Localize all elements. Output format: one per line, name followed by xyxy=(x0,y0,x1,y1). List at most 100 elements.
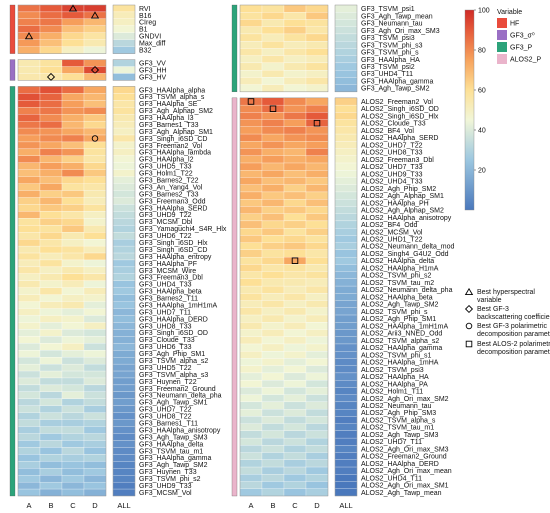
heatmap-cell xyxy=(261,12,285,20)
heatmap-cell xyxy=(83,127,107,136)
heatmap-cell xyxy=(17,475,41,483)
heatmap-cell xyxy=(283,199,307,207)
marker-legend-label: Best GF-3 polarimetric decomposition para… xyxy=(477,323,550,338)
heatmap-cell xyxy=(17,107,41,115)
heatmap-cell xyxy=(39,211,63,219)
row-label: ALOS2_BF4_Vol xyxy=(361,128,414,135)
heatmap-cell xyxy=(283,148,307,156)
heatmap-cell xyxy=(17,301,41,309)
heatmap-cell xyxy=(283,41,307,49)
heatmap-cell xyxy=(334,365,358,374)
heatmap-cell xyxy=(283,430,307,439)
row-label: GF3_HAAlpha_anisotropy xyxy=(139,427,221,434)
heatmap-cell xyxy=(239,343,263,352)
heatmap-cell xyxy=(334,55,358,64)
heatmap-cell xyxy=(39,384,63,392)
heatmap-cell xyxy=(83,301,107,309)
heatmap-cell xyxy=(39,405,63,413)
heatmap-cell xyxy=(61,384,85,392)
row-label: ALOS2_HAAlpha_delta xyxy=(361,258,434,265)
row-label: GF3_Agh_Tawp_mean xyxy=(361,13,433,20)
heatmap-cell xyxy=(305,55,329,64)
heatmap-cell xyxy=(283,372,307,381)
heatmap-cell xyxy=(305,307,329,316)
heatmap-cell xyxy=(17,266,41,274)
heatmap-cell xyxy=(334,459,358,468)
heatmap-cell xyxy=(261,155,285,164)
heatmap-cell xyxy=(305,213,329,222)
heatmap-cell xyxy=(261,416,285,424)
variable-strip xyxy=(231,97,238,497)
heatmap-cell xyxy=(112,343,136,351)
heatmap-cell xyxy=(334,191,358,200)
heatmap-cell xyxy=(61,100,85,108)
heatmap-cell xyxy=(112,225,136,233)
heatmap-cell xyxy=(112,245,136,254)
row-label: ALOS2_Agh_Phip_SM1 xyxy=(361,316,436,323)
heatmap-cell xyxy=(283,307,307,316)
heatmap-cell xyxy=(112,259,136,268)
heatmap-cell xyxy=(283,184,307,193)
variable-strip xyxy=(9,86,16,497)
heatmap-cell xyxy=(283,112,307,120)
heatmap-cell xyxy=(283,459,307,468)
heatmap-cell xyxy=(61,39,85,47)
heatmap-cell xyxy=(39,4,63,13)
heatmap-cell xyxy=(83,86,107,94)
heatmap-cell xyxy=(261,481,285,489)
variable-legend-swatch xyxy=(497,30,507,40)
row-label: GF3_TSVM_tau_m1 xyxy=(139,448,203,455)
heatmap-cell xyxy=(61,86,85,94)
heatmap-cell xyxy=(112,398,136,406)
heatmap-cell xyxy=(112,412,136,420)
row-label: GF3_Singh_i6SD_CD xyxy=(139,136,207,143)
heatmap-cell xyxy=(39,398,63,406)
row-label: GF3_Freeman2_Vol xyxy=(139,143,202,150)
heatmap-cell xyxy=(334,133,358,142)
heatmap-cell xyxy=(334,409,358,417)
heatmap-cell xyxy=(61,488,85,497)
heatmap-cell xyxy=(17,426,41,434)
row-label: GF3_Singh_i6SD_Hlx xyxy=(139,240,208,247)
heatmap-cell xyxy=(61,232,85,240)
row-label: GF3_Neumann_tau xyxy=(361,21,423,28)
heatmap-cell xyxy=(305,445,329,453)
heatmap-cell xyxy=(334,228,358,236)
heatmap-cell xyxy=(17,114,41,122)
row-label: GF3_Agh_Alphap_SM2 xyxy=(139,108,213,115)
heatmap-cell xyxy=(61,25,85,33)
heatmap-cell xyxy=(112,155,136,163)
heatmap-cell xyxy=(61,343,85,351)
heatmap-cell xyxy=(334,148,358,156)
heatmap-cell xyxy=(39,363,63,372)
heatmap-cell xyxy=(334,256,358,265)
heatmap-cell xyxy=(334,213,358,222)
row-label: GF3_HAAlpha_SE xyxy=(139,101,198,108)
heatmap-cell xyxy=(39,322,63,330)
heatmap-cell xyxy=(39,488,63,497)
heatmap-cell xyxy=(83,322,107,330)
heatmap-cell xyxy=(305,300,329,308)
row-label: ALOS2_HAAlpha_1mH1mA xyxy=(361,323,448,330)
heatmap-cell xyxy=(112,148,136,156)
row-label: B16 xyxy=(139,13,152,20)
heatmap-cell xyxy=(17,252,41,261)
row-label: GF3_UHD7_T22 xyxy=(139,407,192,414)
heatmap-cell xyxy=(239,459,263,468)
row-label: GF3_UHD8_T33 xyxy=(139,323,192,330)
heatmap-cell xyxy=(283,293,307,301)
heatmap-cell xyxy=(239,380,263,388)
heatmap-cell xyxy=(239,12,263,20)
heatmap-cell xyxy=(39,468,63,476)
heatmap-cell xyxy=(239,409,263,417)
row-label: ALOS2_HAAlpha_PA xyxy=(361,381,428,388)
heatmap-cell xyxy=(17,322,41,330)
heatmap-cell xyxy=(334,84,358,92)
heatmap-cell xyxy=(61,59,85,67)
heatmap-cell xyxy=(39,266,63,274)
heatmap-cell xyxy=(83,454,107,462)
heatmap-cell xyxy=(83,211,107,219)
heatmap-cell xyxy=(112,211,136,219)
heatmap-cell xyxy=(283,358,307,366)
heatmap-cell xyxy=(17,176,41,184)
